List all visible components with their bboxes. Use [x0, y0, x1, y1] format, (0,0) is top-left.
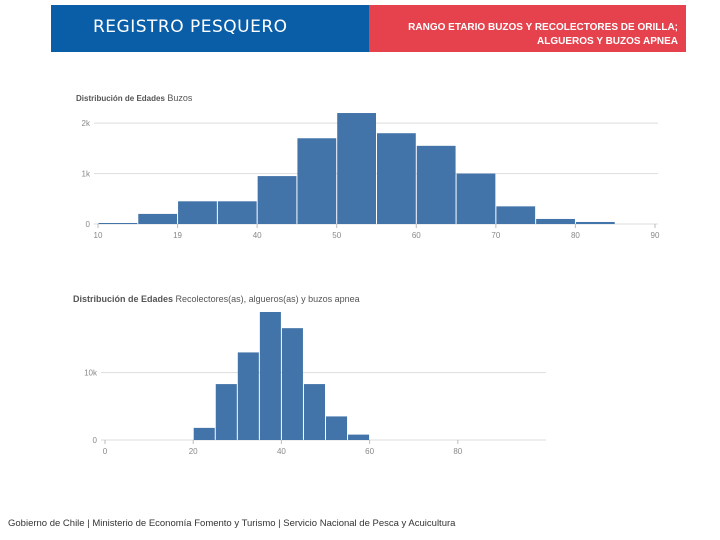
chart2-bar: [281, 328, 303, 440]
header-right-banner: RANGO ETARIO BUZOS Y RECOLECTORES DE ORI…: [369, 5, 686, 52]
chart1-bar: [575, 221, 615, 224]
chart2-ytick-label: 0: [93, 436, 98, 445]
chart2-xtick-label: 20: [189, 447, 198, 456]
chart2-ytick-label: 10k: [84, 369, 98, 378]
header-left-banner: REGISTRO PESQUERO: [51, 5, 369, 52]
chart1-bar: [337, 113, 376, 224]
chart1-bar: [98, 222, 138, 224]
header-subtitle: RANGO ETARIO BUZOS Y RECOLECTORES DE ORI…: [378, 21, 678, 49]
chart2-title: Distribución de Edades Recolectores(as),…: [73, 294, 360, 304]
chart2-xtick-label: 60: [365, 447, 374, 456]
chart2-bar: [215, 384, 237, 440]
chart1-xtick-label: 10: [94, 231, 103, 240]
chart1-title-text: Buzos: [167, 93, 193, 103]
chart1-bar: [217, 201, 257, 224]
chart1-ytick-label: 0: [86, 220, 91, 229]
chart1-bar: [178, 201, 217, 224]
header-title: REGISTRO PESQUERO: [93, 17, 288, 37]
chart1-bar: [416, 145, 456, 224]
chart2-xtick-label: 80: [453, 447, 462, 456]
chart2-bar: [348, 434, 370, 440]
chart1-bar: [377, 133, 416, 224]
chart1-ytick-label: 1k: [82, 170, 91, 179]
chart2-bar: [326, 416, 348, 440]
chart1-xtick-label: 50: [332, 231, 341, 240]
chart1-xtick-label: 40: [253, 231, 262, 240]
chart1-title-prefix: Distribución de Edades: [76, 94, 165, 103]
chart1-xtick-label: 19: [173, 231, 182, 240]
chart1-bar: [297, 138, 337, 224]
chart1-bar: [496, 206, 536, 224]
chart1-bar: [138, 213, 178, 224]
chart2-bar: [303, 384, 325, 440]
chart1-bar: [536, 218, 575, 224]
chart1-bar: [257, 176, 297, 224]
chart1-xtick-label: 80: [571, 231, 580, 240]
chart1-ytick-label: 2k: [82, 119, 91, 128]
chart2-xtick-label: 0: [103, 447, 108, 456]
chart2-xtick-label: 40: [277, 447, 286, 456]
chart2-title-text: Recolectores(as), algueros(as) y buzos a…: [175, 294, 360, 304]
chart2-title-prefix: Distribución de Edades: [73, 294, 174, 304]
chart2-bar: [259, 312, 281, 440]
chart1-xtick-label: 60: [412, 231, 421, 240]
chart2-bar: [193, 427, 215, 440]
footer: Gobierno de Chile | Ministerio de Econom…: [8, 518, 456, 529]
header-subtitle-line2: ALGUEROS Y BUZOS APNEA: [537, 36, 678, 47]
chart1-xtick-label: 70: [491, 231, 500, 240]
chart2-bar: [237, 352, 259, 440]
chart1-bar: [456, 173, 496, 224]
chart1-xtick-label: 90: [651, 231, 660, 240]
header-subtitle-line1: RANGO ETARIO BUZOS Y RECOLECTORES DE ORI…: [408, 22, 678, 33]
chart1-title: Distribución de Edades Buzos: [76, 93, 192, 103]
